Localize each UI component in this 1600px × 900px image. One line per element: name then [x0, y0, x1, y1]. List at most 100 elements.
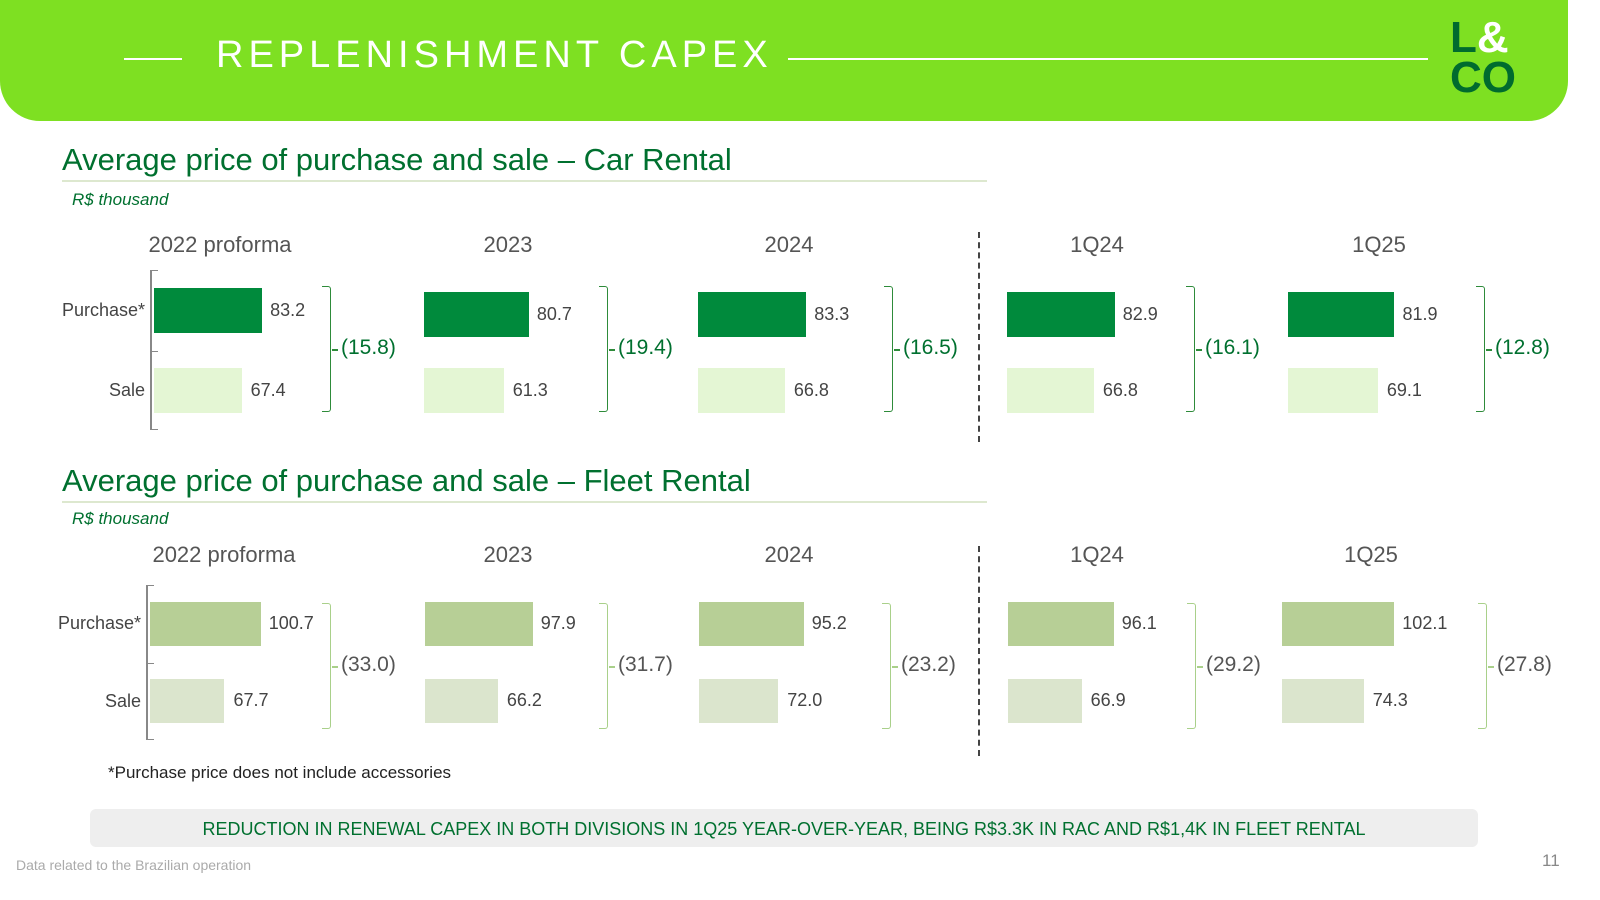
page-number: 11 [1542, 851, 1560, 870]
bar-sale [154, 368, 242, 413]
data-label-purchase: 81.9 [1402, 303, 1438, 324]
bar-purchase [698, 292, 807, 337]
period-label: 2023 [483, 542, 533, 567]
bar-purchase [424, 292, 529, 337]
bracket-tick [1488, 666, 1494, 668]
data-label-purchase: 82.9 [1122, 303, 1158, 324]
car-rental-title-rule [62, 180, 987, 182]
bar-purchase [1008, 602, 1114, 646]
data-label-sale: 72.0 [787, 690, 823, 710]
bar-purchase [1288, 292, 1395, 337]
period-label: 2022 proforma [152, 542, 296, 567]
summary-banner: REDUCTION IN RENEWAL CAPEX IN BOTH DIVIS… [90, 809, 1478, 847]
data-label-sale: 61.3 [512, 379, 548, 400]
data-label-purchase: 83.2 [270, 299, 306, 320]
data-label-sale: 67.4 [250, 379, 286, 400]
header-banner: REPLENISHMENT CAPEX L& CO [0, 0, 1568, 121]
bracket-tick [332, 666, 338, 668]
difference-bracket [1478, 603, 1487, 729]
data-label-purchase: 80.7 [536, 303, 572, 324]
bar-purchase [154, 288, 263, 333]
difference-bracket [1476, 286, 1485, 412]
bracket-tick [609, 349, 615, 351]
difference-label: (16.1) [1205, 336, 1260, 359]
difference-label: (19.4) [618, 336, 673, 359]
company-logo: L& CO [1450, 13, 1516, 102]
period-label: 2023 [483, 232, 533, 257]
data-label-purchase: 83.3 [814, 303, 850, 324]
difference-bracket [599, 286, 608, 412]
axis-mid-tick [146, 662, 154, 664]
difference-bracket [884, 286, 893, 412]
bar-sale [150, 679, 225, 723]
period-divider-car [978, 232, 980, 442]
difference-label: (33.0) [341, 653, 396, 676]
axis-mid-tick [150, 350, 158, 352]
fleet-rental-unit: R$ thousand [72, 509, 169, 528]
period-label: 1Q24 [1070, 542, 1124, 567]
bracket-tick [892, 666, 898, 668]
category-label-sale: Sale [108, 380, 145, 400]
bracket-tick [609, 666, 615, 668]
data-label-sale: 67.7 [233, 690, 269, 710]
page-title: REPLENISHMENT CAPEX [216, 34, 773, 76]
period-label: 1Q25 [1352, 232, 1406, 257]
difference-bracket [1187, 603, 1196, 729]
bracket-tick [1196, 349, 1202, 351]
difference-label: (29.2) [1206, 653, 1261, 676]
bracket-tick [1486, 349, 1492, 351]
bar-sale [425, 679, 498, 723]
bar-purchase [699, 602, 804, 646]
header-rule-left [124, 58, 182, 60]
data-label-purchase: 102.1 [1402, 613, 1448, 633]
difference-label: (31.7) [618, 653, 673, 676]
bracket-tick [332, 349, 338, 351]
data-label-sale: 66.9 [1090, 690, 1126, 710]
difference-label: (16.5) [903, 336, 958, 359]
bar-sale [1008, 679, 1082, 723]
category-label-sale: Sale [104, 691, 141, 711]
data-label-purchase: 100.7 [268, 613, 314, 633]
fleet-rental-title: Average price of purchase and sale – Fle… [62, 463, 751, 498]
difference-bracket [322, 286, 331, 412]
data-label-purchase: 95.2 [811, 613, 847, 633]
data-label-purchase: 96.1 [1121, 613, 1157, 633]
bar-sale [699, 679, 779, 723]
difference-label: (23.2) [901, 653, 956, 676]
data-label-sale: 74.3 [1372, 690, 1408, 710]
footnote: *Purchase price does not include accesso… [108, 763, 452, 782]
difference-bracket [599, 603, 608, 729]
source-note: Data related to the Brazilian operation [16, 857, 252, 873]
bracket-tick [894, 349, 900, 351]
header-rule-right [788, 58, 1428, 60]
category-axis [150, 270, 158, 430]
period-label: 1Q24 [1070, 232, 1124, 257]
bar-purchase [1282, 602, 1395, 646]
bar-sale [1288, 368, 1378, 413]
difference-bracket [1186, 286, 1195, 412]
period-divider-fleet [978, 546, 980, 756]
car-rental-unit: R$ thousand [72, 190, 169, 209]
difference-bracket [882, 603, 891, 729]
data-label-sale: 66.2 [506, 690, 542, 710]
difference-label: (15.8) [341, 336, 396, 359]
bar-sale [1282, 679, 1364, 723]
bar-purchase [1007, 292, 1115, 337]
bar-sale [698, 368, 785, 413]
difference-bracket [322, 603, 331, 729]
period-label: 2024 [764, 542, 814, 567]
bar-sale [424, 368, 504, 413]
bar-sale [1007, 368, 1094, 413]
bracket-tick [1197, 666, 1203, 668]
difference-label: (12.8) [1495, 336, 1550, 359]
period-label: 1Q25 [1344, 542, 1398, 567]
category-label-purchase: Purchase* [57, 613, 141, 633]
period-label: 2022 proforma [148, 232, 292, 257]
data-label-sale: 66.8 [1102, 379, 1138, 400]
fleet-rental-title-rule [62, 501, 987, 503]
bar-purchase [425, 602, 533, 646]
data-label-purchase: 97.9 [540, 613, 576, 633]
data-label-sale: 69.1 [1386, 379, 1422, 400]
data-label-sale: 66.8 [793, 379, 829, 400]
category-label-purchase: Purchase* [61, 300, 145, 320]
